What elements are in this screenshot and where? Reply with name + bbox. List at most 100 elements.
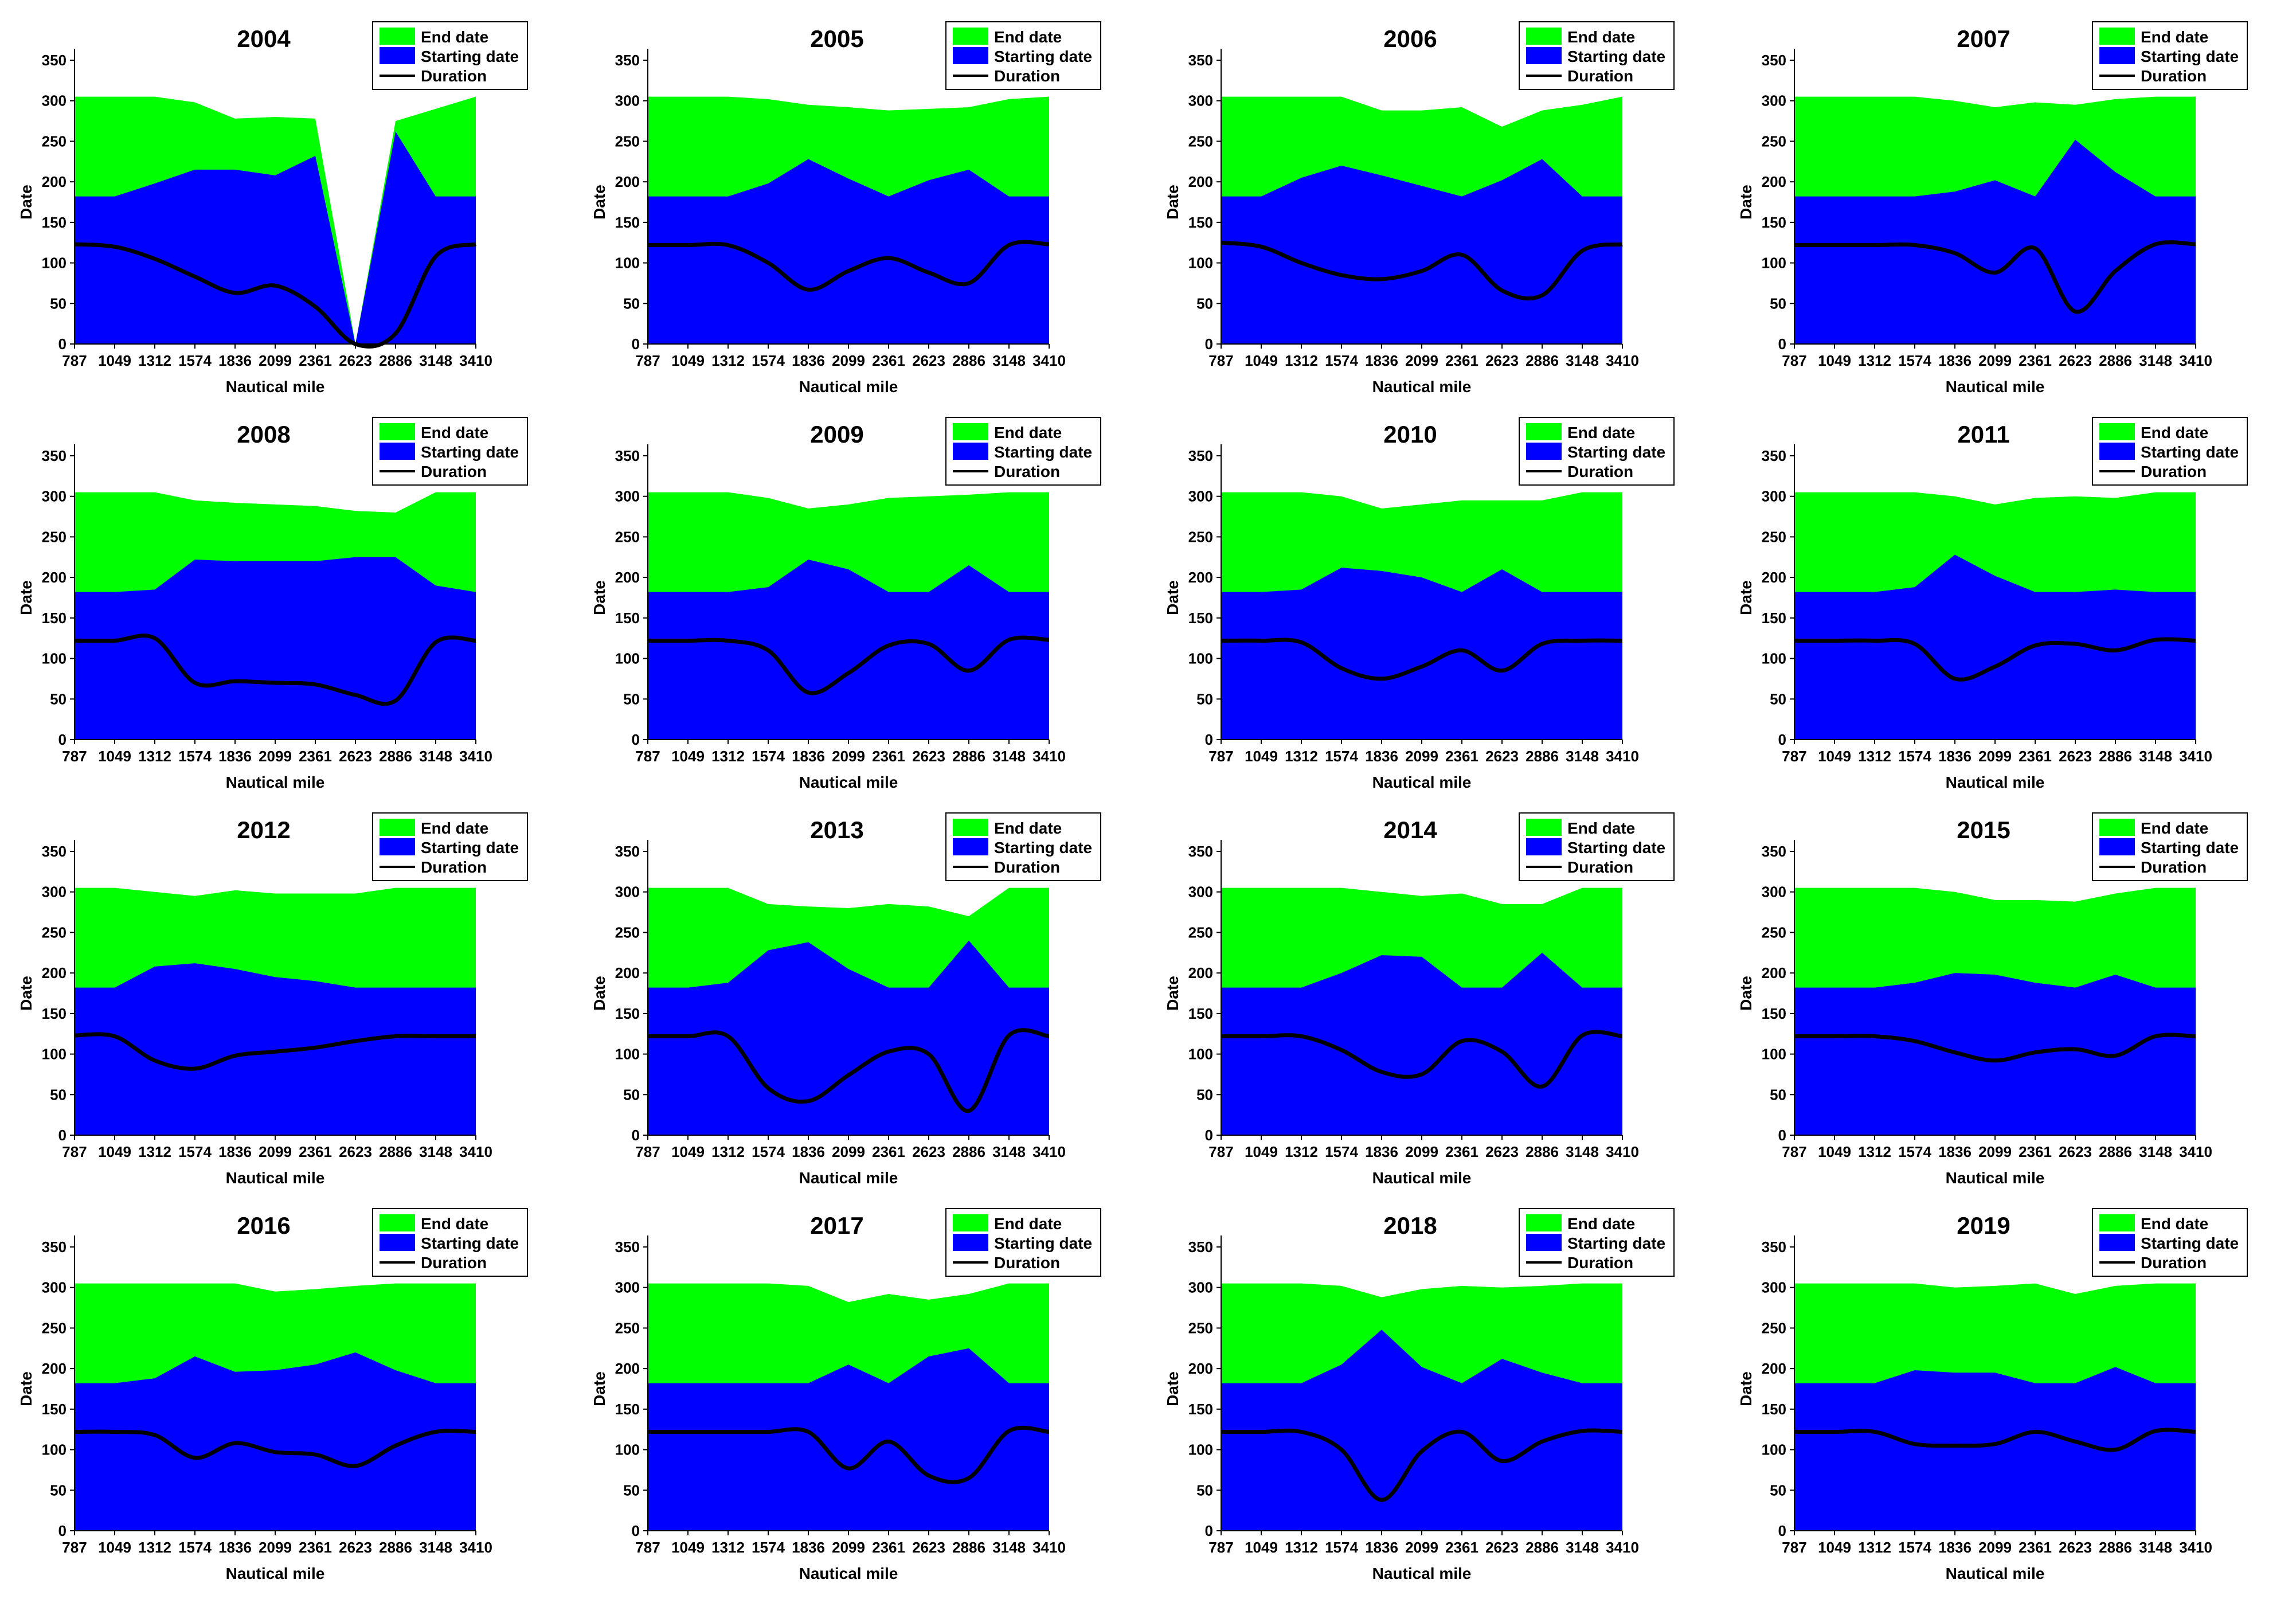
chart-svg: 0 50 100 150 200 250 300 350 787 1049 1312 1574 1836… — [17, 812, 528, 1187]
chart-title: 2012 — [237, 816, 290, 843]
x-tick-label: 1574 — [1898, 1539, 1931, 1556]
y-tick-label: 200 — [1188, 173, 1213, 190]
y-tick-label: 300 — [42, 92, 67, 110]
x-tick-label: 3148 — [992, 748, 1026, 765]
y-tick-label: 350 — [42, 52, 67, 69]
y-axis-label: Date — [17, 976, 35, 1011]
x-tick-label: 2886 — [379, 352, 412, 369]
x-tick-label: 3410 — [1606, 1143, 1639, 1160]
y-tick-label: 150 — [42, 609, 67, 627]
y-tick-label: 200 — [42, 1360, 67, 1377]
x-tick-label: 2623 — [1485, 1143, 1519, 1160]
x-tick-label: 787 — [62, 352, 87, 369]
y-tick-label: 100 — [42, 255, 67, 272]
starting-date-area — [648, 159, 1049, 344]
legend-swatch-starting-date — [1526, 47, 1562, 64]
x-tick-label: 2099 — [832, 1143, 865, 1160]
chart-panel-2007: 0 50 100 150 200 250 300 350 787 1049 1312 1574 1836… — [1720, 17, 2293, 419]
legend-label-duration: Duration — [421, 858, 487, 876]
legend-swatch-starting-date — [1526, 443, 1562, 460]
y-tick-label: 50 — [1770, 690, 1786, 707]
x-tick-label: 2886 — [2099, 352, 2132, 369]
x-tick-label: 1312 — [1858, 1143, 1891, 1160]
duration-line — [648, 240, 1050, 292]
starting-date-area — [1794, 1367, 2196, 1531]
duration-line — [74, 634, 476, 706]
y-axis-label: Date — [1737, 185, 1755, 220]
x-tick-label: 1574 — [178, 1143, 212, 1160]
y-tick-label: 200 — [42, 173, 67, 190]
x-axis-label: Nautical mile — [226, 1565, 325, 1582]
y-tick-label: 250 — [615, 1319, 640, 1336]
x-tick-label: 2623 — [2059, 1539, 2092, 1556]
chart-panel-2016: 0 50 100 150 200 250 300 350 787 1049 1312 1574 1836… — [0, 1204, 573, 1605]
x-tick-label: 2623 — [339, 748, 372, 765]
y-axis-label: Date — [1737, 580, 1755, 615]
y-tick-label: 350 — [1188, 843, 1213, 860]
duration-line — [648, 1028, 1050, 1113]
y-tick-label: 200 — [615, 1360, 640, 1377]
y-tick-label: 100 — [1762, 255, 1786, 272]
legend-swatch-end-date — [2099, 819, 2135, 836]
y-tick-label: 150 — [42, 1005, 67, 1022]
y-tick-label: 100 — [1188, 650, 1213, 667]
x-tick-label: 1836 — [218, 1143, 252, 1160]
starting-date-area — [1221, 952, 1622, 1135]
legend-swatch-end-date — [953, 423, 988, 440]
x-tick-label: 1312 — [711, 748, 745, 765]
y-tick-label: 250 — [42, 1319, 67, 1336]
x-tick-label: 1836 — [1938, 352, 1972, 369]
legend-label-starting-date: Starting date — [1567, 839, 1665, 857]
x-tick-label: 2361 — [1445, 1539, 1478, 1556]
y-tick-label: 250 — [615, 528, 640, 545]
x-tick-label: 3148 — [419, 352, 452, 369]
y-tick-label: 350 — [1762, 1238, 1786, 1256]
x-tick-label: 3410 — [2179, 748, 2212, 765]
y-tick-label: 50 — [50, 1086, 67, 1103]
x-tick-label: 2886 — [952, 352, 985, 369]
chart-title: 2011 — [1957, 421, 2009, 448]
x-tick-label: 2886 — [2099, 1539, 2132, 1556]
x-tick-label: 1049 — [1245, 748, 1278, 765]
x-tick-label: 1312 — [138, 352, 171, 369]
x-tick-label: 2886 — [1526, 352, 1559, 369]
x-tick-label: 3410 — [2179, 1539, 2212, 1556]
x-axis-label: Nautical mile — [799, 378, 898, 396]
legend-label-duration: Duration — [1567, 463, 1633, 480]
y-tick-label: 200 — [1188, 569, 1213, 586]
x-tick-label: 2361 — [2019, 1143, 2052, 1160]
x-tick-label: 1836 — [792, 352, 825, 369]
legend-swatch-starting-date — [2099, 47, 2135, 64]
legend-swatch-starting-date — [953, 1234, 988, 1251]
x-tick-label: 2099 — [1978, 352, 2012, 369]
y-axis-label: Date — [590, 580, 608, 615]
legend-label-end-date: End date — [994, 1215, 1062, 1233]
starting-date-area — [1794, 139, 2196, 344]
legend-label-starting-date: Starting date — [421, 48, 519, 65]
y-tick-label: 250 — [42, 924, 67, 941]
y-tick-label: 50 — [50, 690, 67, 707]
x-tick-label: 2623 — [339, 1143, 372, 1160]
x-tick-label: 3148 — [992, 1539, 1026, 1556]
y-tick-label: 250 — [1762, 1319, 1786, 1336]
x-tick-label: 2886 — [952, 748, 985, 765]
x-tick-label: 2361 — [2019, 352, 2052, 369]
duration-line — [1794, 1033, 2196, 1063]
y-tick-label: 150 — [615, 1401, 640, 1418]
legend-label-duration: Duration — [1567, 858, 1633, 876]
y-tick-label: 50 — [1196, 690, 1213, 707]
x-tick-label: 2623 — [339, 352, 372, 369]
legend-label-starting-date: Starting date — [994, 443, 1092, 461]
x-tick-label: 1836 — [218, 748, 252, 765]
y-tick-label: 350 — [615, 1238, 640, 1256]
y-axis-label: Date — [590, 976, 608, 1011]
x-tick-label: 1049 — [1818, 748, 1851, 765]
legend-label-duration: Duration — [994, 463, 1060, 480]
y-tick-label: 0 — [58, 1522, 67, 1539]
y-tick-label: 0 — [632, 731, 640, 748]
x-tick-label: 787 — [635, 748, 660, 765]
y-tick-label: 0 — [1205, 731, 1213, 748]
y-tick-label: 100 — [1762, 650, 1786, 667]
x-tick-label: 3410 — [1032, 1539, 1066, 1556]
x-tick-label: 3410 — [1032, 352, 1066, 369]
